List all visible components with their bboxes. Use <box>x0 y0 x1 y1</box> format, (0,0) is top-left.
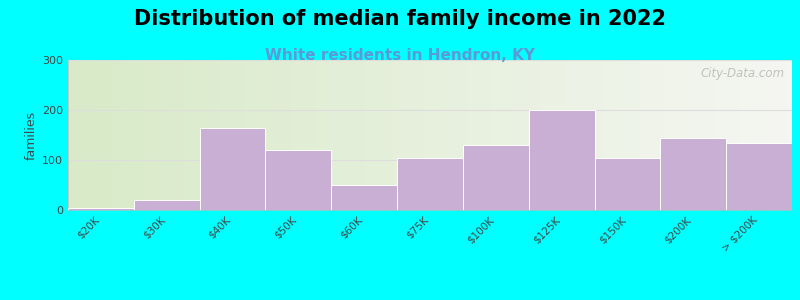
Bar <box>726 142 792 210</box>
Bar <box>660 137 726 210</box>
Text: White residents in Hendron, KY: White residents in Hendron, KY <box>265 48 535 63</box>
Bar <box>331 185 397 210</box>
Text: City-Data.com: City-Data.com <box>701 68 785 80</box>
Bar <box>200 128 266 210</box>
Bar <box>594 158 660 210</box>
Bar <box>134 200 200 210</box>
Text: Distribution of median family income in 2022: Distribution of median family income in … <box>134 9 666 29</box>
Bar <box>397 158 463 210</box>
Bar <box>463 145 529 210</box>
Bar <box>266 150 331 210</box>
Bar <box>68 208 134 210</box>
Bar <box>529 110 594 210</box>
Y-axis label: families: families <box>25 110 38 160</box>
